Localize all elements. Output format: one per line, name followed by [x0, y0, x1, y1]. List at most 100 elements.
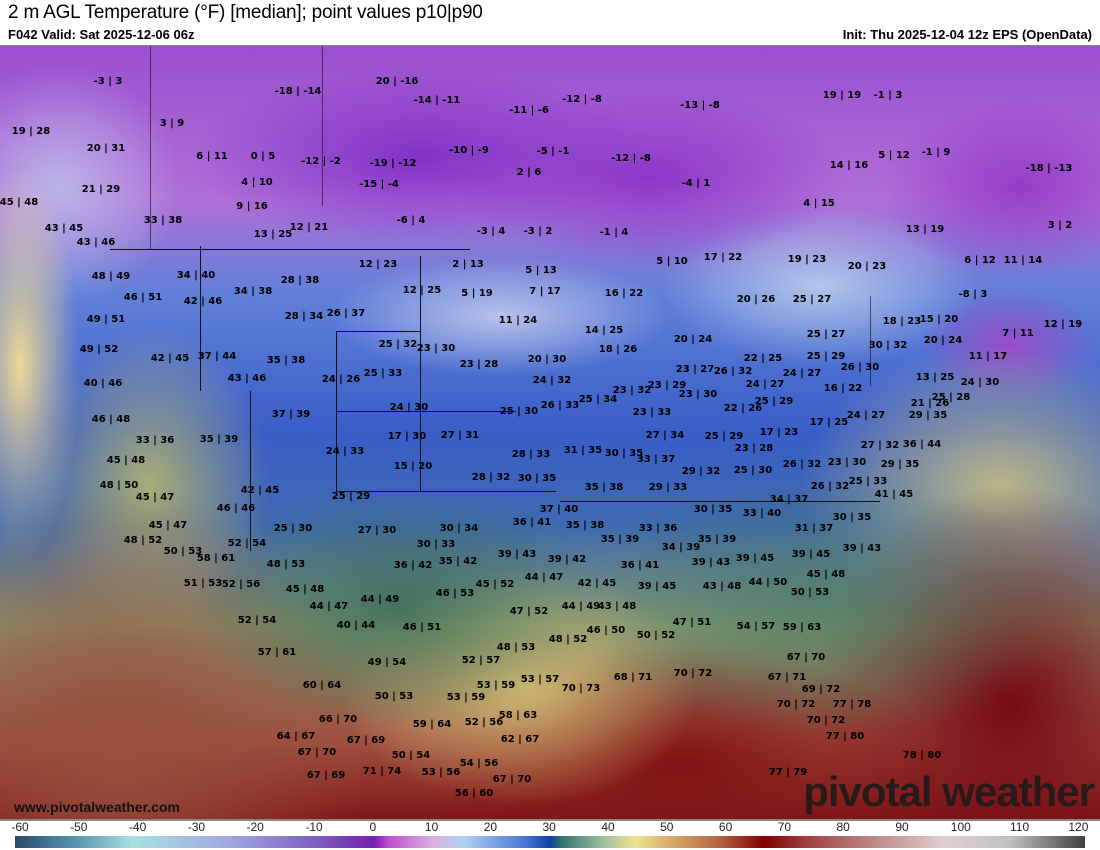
point-value-label: -12 | -2: [301, 156, 341, 167]
point-value-label: 25 | 29: [806, 351, 846, 362]
point-value-label: 29 | 35: [880, 459, 920, 470]
point-value-label: 59 | 64: [412, 719, 452, 730]
point-value-label: 52 | 56: [221, 579, 261, 590]
point-value-label: 5 | 13: [525, 265, 557, 276]
point-value-label: 26 | 33: [540, 400, 580, 411]
point-value-label: 31 | 35: [563, 445, 603, 456]
point-value-label: 30 | 35: [604, 448, 644, 459]
us-canada-border: [110, 249, 470, 250]
point-value-label: 24 | 30: [389, 402, 429, 413]
point-value-label: 27 | 30: [357, 525, 397, 536]
point-value-label: 45 | 48: [285, 584, 325, 595]
point-value-label: 54 | 56: [459, 758, 499, 769]
point-value-label: 25 | 30: [499, 406, 539, 417]
point-value-label: 28 | 32: [471, 472, 511, 483]
point-value-label: 43 | 48: [702, 581, 742, 592]
point-value-label: 46 | 53: [435, 588, 475, 599]
point-value-label: 52 | 56: [464, 717, 504, 728]
point-value-label: 36 | 44: [902, 439, 942, 450]
point-value-label: 48 | 53: [496, 642, 536, 653]
point-value-label: 19 | 19: [822, 90, 862, 101]
point-value-label: 45 | 48: [806, 569, 846, 580]
point-value-label: 39 | 43: [691, 557, 731, 568]
point-value-label: 49 | 51: [86, 314, 126, 325]
colorbar-tick-label: -40: [128, 820, 147, 834]
point-value-label: -11 | -6: [509, 105, 549, 116]
point-value-label: 45 | 48: [0, 197, 39, 208]
point-value-label: 31 | 37: [794, 523, 834, 534]
point-value-label: -3 | 3: [93, 76, 123, 87]
point-value-label: 30 | 33: [416, 539, 456, 550]
point-value-label: 34 | 37: [769, 494, 809, 505]
point-value-label: 29 | 35: [908, 410, 948, 421]
point-value-label: 22 | 25: [743, 353, 783, 364]
map-title: 2 m AGL Temperature (°F) [median]; point…: [8, 2, 483, 23]
point-value-label: 25 | 28: [931, 392, 971, 403]
point-value-label: 12 | 25: [402, 285, 442, 296]
point-value-label: 36 | 41: [512, 517, 552, 528]
point-value-label: 25 | 29: [331, 491, 371, 502]
point-value-label: 70 | 72: [776, 699, 816, 710]
point-value-label: 35 | 38: [266, 355, 306, 366]
point-value-label: 34 | 39: [661, 542, 701, 553]
point-value-label: 69 | 72: [801, 684, 841, 695]
point-value-label: 67 | 70: [297, 747, 337, 758]
point-value-label: 20 | 30: [527, 354, 567, 365]
colorbar-tick-label: 40: [601, 820, 615, 834]
point-value-label: 35 | 39: [199, 434, 239, 445]
point-value-label: 52 | 54: [227, 538, 267, 549]
colorbar-labels: -60 -50 -40 -30 -20 -10 0 10 20 30 40 50 60 70 80 90 100…: [0, 820, 1100, 834]
point-value-label: 34 | 40: [176, 270, 216, 281]
point-value-label: 21 | 29: [81, 184, 121, 195]
point-value-label: 25 | 32: [378, 339, 418, 350]
point-value-label: 20 | 24: [923, 335, 963, 346]
point-value-label: 26 | 32: [782, 459, 822, 470]
point-value-label: 17 | 22: [703, 252, 743, 263]
point-value-label: 15 | 20: [393, 461, 433, 472]
state-border: [150, 46, 151, 250]
point-value-label: -13 | -8: [680, 100, 720, 111]
point-value-label: 48 | 50: [99, 480, 139, 491]
point-value-label: -1 | 3: [873, 90, 903, 101]
point-value-label: 35 | 42: [438, 556, 478, 567]
point-value-label: 9 | 16: [236, 201, 268, 212]
point-value-label: 20 | 26: [736, 294, 776, 305]
colorbar-tick-label: 10: [424, 820, 439, 834]
point-value-label: 25 | 30: [733, 465, 773, 476]
state-border: [336, 491, 556, 492]
point-value-label: 77 | 80: [825, 731, 865, 742]
colorbar-tick-label: -10: [305, 820, 323, 834]
point-value-label: -1 | 4: [599, 227, 629, 238]
valid-time: F042 Valid: Sat 2025-12-06 06z: [8, 27, 195, 42]
point-value-label: 11 | 24: [498, 315, 538, 326]
point-value-label: 24 | 30: [960, 377, 1000, 388]
point-value-label: 24 | 27: [846, 410, 886, 421]
point-value-label: 16 | 22: [604, 288, 644, 299]
temperature-map[interactable]: -3 | 3 -18 | -14 20 | -16 -14 | -11 -12 | -8…: [0, 45, 1100, 821]
point-value-label: 52 | 54: [237, 615, 277, 626]
point-value-label: -10 | -9: [449, 145, 489, 156]
state-border: [336, 411, 516, 412]
point-value-label: 67 | 71: [767, 672, 807, 683]
point-value-label: 42 | 45: [240, 485, 280, 496]
point-value-label: 23 | 33: [632, 407, 672, 418]
point-value-label: -5 | -1: [536, 146, 570, 157]
point-value-label: 26 | 30: [840, 362, 880, 373]
point-value-label: 66 | 70: [318, 714, 358, 725]
point-value-label: 40 | 44: [336, 620, 376, 631]
colorbar-tick-label: 100: [950, 820, 971, 834]
point-value-label: 29 | 33: [648, 482, 688, 493]
website-watermark: www.pivotalweather.com: [14, 799, 180, 815]
state-border: [322, 46, 323, 206]
point-value-label: -14 | -11: [413, 95, 461, 106]
point-value-label: 20 | 23: [847, 261, 887, 272]
point-value-label: 53 | 57: [520, 674, 560, 685]
colorbar-tick-label: 80: [836, 820, 850, 834]
point-value-label: 25 | 34: [578, 394, 618, 405]
colorbar-tick-label: 90: [895, 820, 909, 834]
point-value-label: 25 | 27: [806, 329, 846, 340]
state-border: [250, 391, 251, 551]
point-value-label: -19 | -12: [369, 158, 417, 169]
point-value-label: 19 | 28: [11, 126, 51, 137]
point-value-label: 52 | 57: [461, 655, 501, 666]
